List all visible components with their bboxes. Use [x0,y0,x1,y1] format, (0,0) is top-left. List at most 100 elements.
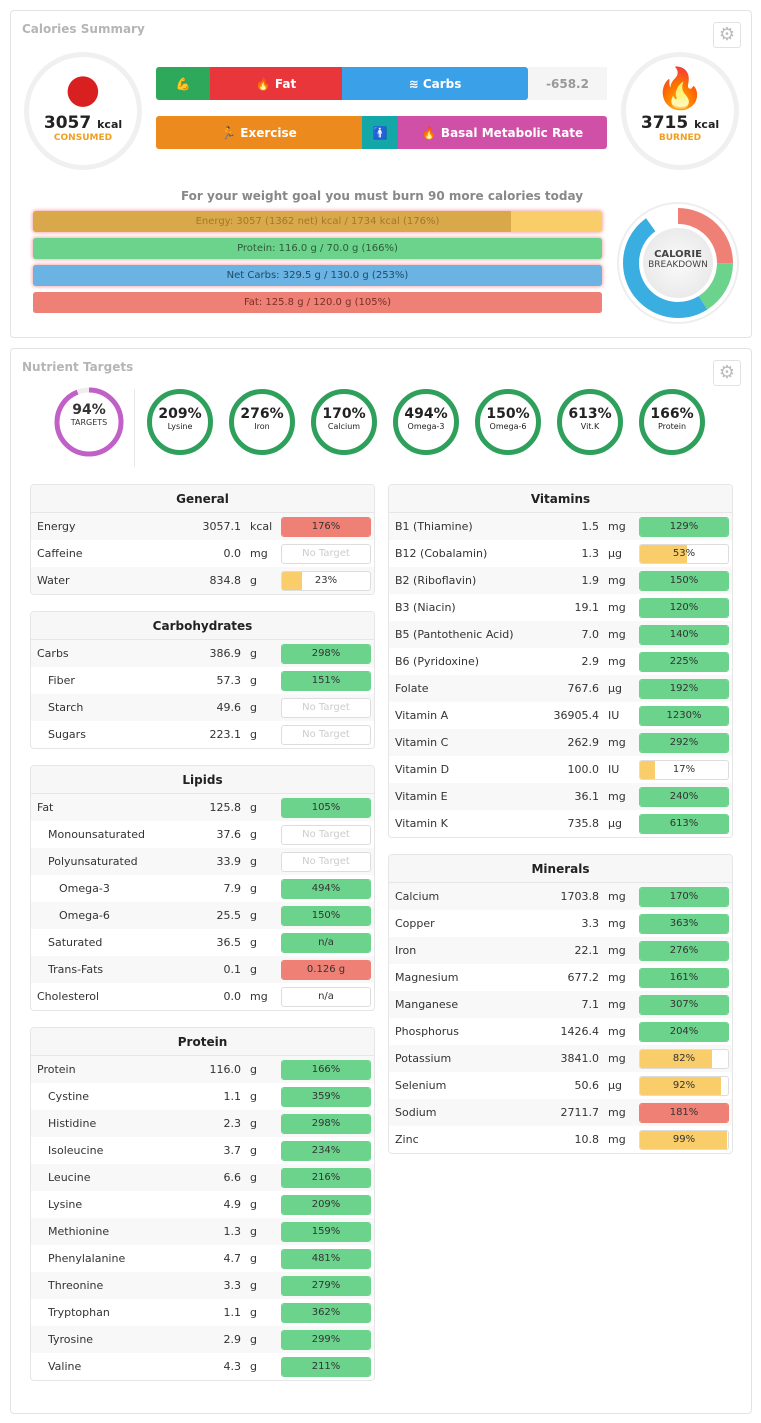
table-row[interactable]: Tyrosine 2.9 g 299% [31,1326,374,1353]
table-row[interactable]: Leucine 6.6 g 216% [31,1164,374,1191]
nutrient-unit: mg [608,736,626,749]
nutrient-name: Monounsaturated [48,828,145,841]
target-bar: 494% [281,879,371,899]
tef-segment[interactable]: 🚹 [362,116,398,149]
table-row[interactable]: Cystine 1.1 g 359% [31,1083,374,1110]
target-bar: n/a [281,933,371,953]
target-bar: 613% [639,814,729,834]
table-row[interactable]: Potassium 3841.0 mg 82% [389,1045,732,1072]
target-circle[interactable]: 494% Omega-3 [393,389,459,455]
table-row[interactable]: Sugars 223.1 g No Target [31,721,374,748]
table-row[interactable]: Vitamin C 262.9 mg 292% [389,729,732,756]
table-row[interactable]: Calcium 1703.8 mg 170% [389,883,732,910]
table-row[interactable]: Water 834.8 g 23% [31,567,374,594]
table-row[interactable]: Vitamin E 36.1 mg 240% [389,783,732,810]
table-row[interactable]: Threonine 3.3 g 279% [31,1272,374,1299]
target-bar-fill [640,815,728,833]
muscle-icon: 💪 [175,76,191,91]
table-row[interactable]: B6 (Pyridoxine) 2.9 mg 225% [389,648,732,675]
target-circle[interactable]: 276% Iron [229,389,295,455]
table-row[interactable]: B3 (Niacin) 19.1 mg 120% [389,594,732,621]
target-bar-text: 209% [311,1199,341,1210]
table-row[interactable]: Folate 767.6 µg 192% [389,675,732,702]
target-circle[interactable]: 613% Vit.K [557,389,623,455]
target-pct: 494% [404,406,448,422]
table-row[interactable]: Selenium 50.6 µg 92% [389,1072,732,1099]
table-row[interactable]: Monounsaturated 37.6 g No Target [31,821,374,848]
protein-segment[interactable]: 💪 [156,67,210,100]
target-circle[interactable]: 209% Lysine [147,389,213,455]
table-row[interactable]: Zinc 10.8 mg 99% [389,1126,732,1153]
table-row[interactable]: Fiber 57.3 g 151% [31,667,374,694]
table-row[interactable]: B2 (Riboflavin) 1.9 mg 150% [389,567,732,594]
calories-summary-panel: Calories Summary ⚙ ● 3057 kcal CONSUMED … [10,10,752,338]
nutrient-name: Saturated [48,936,103,949]
table-row[interactable]: Iron 22.1 mg 276% [389,937,732,964]
table-row[interactable]: Energy 3057.1 kcal 176% [31,513,374,540]
nutrient-unit: mg [608,1025,626,1038]
table-row[interactable]: Magnesium 677.2 mg 161% [389,964,732,991]
target-bar-text: 276% [669,945,699,956]
gear-icon[interactable]: ⚙ [713,360,741,386]
nutrient-name: Vitamin D [395,763,450,776]
target-bar-text: 240% [669,791,699,802]
table-row[interactable]: Vitamin D 100.0 IU 17% [389,756,732,783]
table-row[interactable]: Tryptophan 1.1 g 362% [31,1299,374,1326]
table-row[interactable]: Carbs 386.9 g 298% [31,640,374,667]
table-row[interactable]: Valine 4.3 g 211% [31,1353,374,1380]
table-row[interactable]: Caffeine 0.0 mg No Target [31,540,374,567]
table-row[interactable]: B5 (Pantothenic Acid) 7.0 mg 140% [389,621,732,648]
table-row[interactable]: Starch 49.6 g No Target [31,694,374,721]
calorie-breakdown-label[interactable]: CALORIE BREAKDOWN [643,228,713,298]
target-bar-fill [282,1142,370,1160]
table-row[interactable]: Methionine 1.3 g 159% [31,1218,374,1245]
bmr-segment[interactable]: 🔥 Basal Metabolic Rate [398,116,607,149]
nutrient-amount: 0.0 [223,547,242,560]
table-row[interactable]: Fat 125.8 g 105% [31,794,374,821]
exercise-segment[interactable]: 🏃 Exercise [156,116,362,149]
target-circle[interactable]: 150% Omega-6 [475,389,541,455]
target-bar-fill [640,572,728,590]
gear-icon[interactable]: ⚙ [713,22,741,48]
target-circle[interactable]: 166% Protein [639,389,705,455]
table-row[interactable]: Trans-Fats 0.1 g 0.126 g [31,956,374,983]
table-header: Vitamins [389,485,732,513]
table-header: Minerals [389,855,732,883]
carbs-segment[interactable]: ≋ Carbs [342,67,528,100]
table-row[interactable]: Copper 3.3 mg 363% [389,910,732,937]
table-row[interactable]: Saturated 36.5 g n/a [31,929,374,956]
table-row[interactable]: Histidine 2.3 g 298% [31,1110,374,1137]
target-bar: 307% [639,995,729,1015]
table-row[interactable]: B1 (Thiamine) 1.5 mg 129% [389,513,732,540]
table-row[interactable]: Protein 116.0 g 166% [31,1056,374,1083]
target-bar-text: 140% [669,629,699,640]
table-row[interactable]: Isoleucine 3.7 g 234% [31,1137,374,1164]
nutrient-amount: 19.1 [574,601,600,614]
table-row[interactable]: Phosphorus 1426.4 mg 204% [389,1018,732,1045]
target-bar: 151% [281,671,371,691]
nutrient-name: Copper [395,917,435,930]
target-bar-text: 150% [311,910,341,921]
table-row[interactable]: Omega-3 7.9 g 494% [31,875,374,902]
fat-segment[interactable]: 🔥 Fat [210,67,342,100]
target-bar-text: 170% [669,891,699,902]
donut-segment-carbs[interactable] [623,208,733,318]
table-row[interactable]: Phenylalanine 4.7 g 481% [31,1245,374,1272]
target-circle[interactable]: 170% Calcium [311,389,377,455]
nutrient-name: Fat [37,801,54,814]
donut-segment-fat[interactable] [623,208,733,318]
table-row[interactable]: Sodium 2711.7 mg 181% [389,1099,732,1126]
targets-overall-ring[interactable] [54,387,124,457]
target-bar-text: 292% [669,737,699,748]
consumed-unit: kcal [97,118,123,131]
table-row[interactable]: Lysine 4.9 g 209% [31,1191,374,1218]
table-row[interactable]: Omega-6 25.5 g 150% [31,902,374,929]
table-row[interactable]: Vitamin A 36905.4 IU 1230% [389,702,732,729]
table-row[interactable]: Cholesterol 0.0 mg n/a [31,983,374,1010]
nutrient-name: Phenylalanine [48,1252,126,1265]
table-row[interactable]: Vitamin K 735.8 µg 613% [389,810,732,837]
table-row[interactable]: Manganese 7.1 mg 307% [389,991,732,1018]
table-row[interactable]: B12 (Cobalamin) 1.3 µg 53% [389,540,732,567]
carbs-label: Carbs [422,76,462,91]
table-row[interactable]: Polyunsaturated 33.9 g No Target [31,848,374,875]
